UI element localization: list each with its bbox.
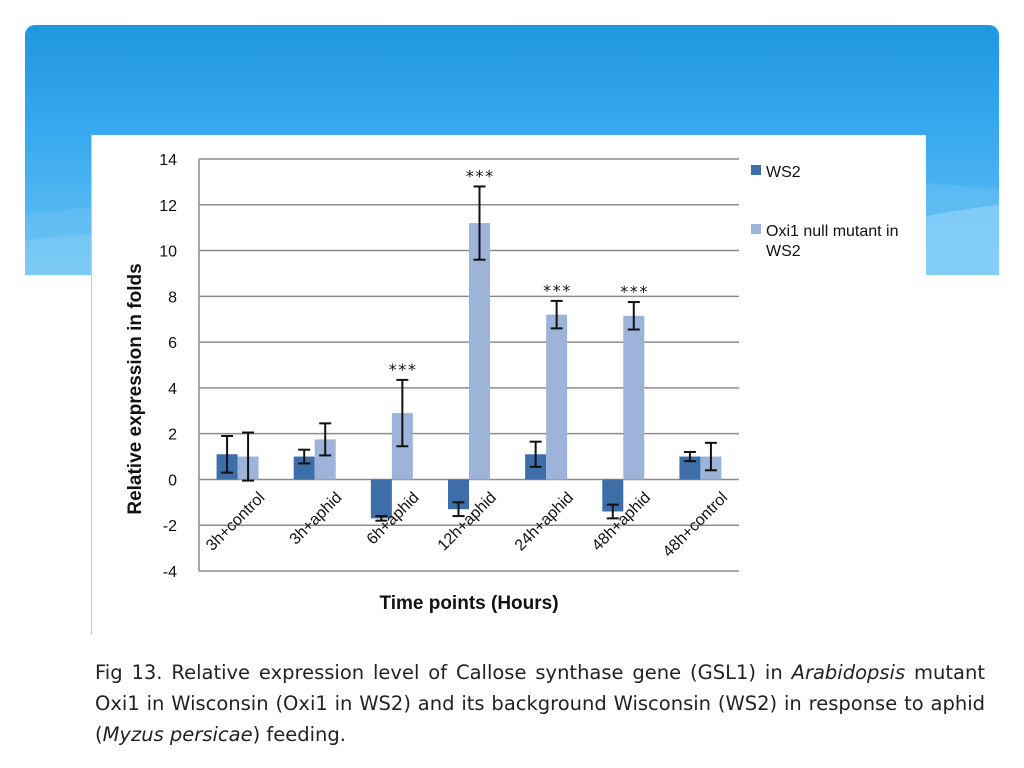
caption-species: Myzus persicae [102, 723, 253, 746]
significance-marker: *** [619, 282, 648, 301]
legend-swatch [751, 224, 761, 234]
significance-marker: *** [465, 166, 494, 185]
x-tick-label: 24h+aphid [512, 489, 577, 554]
x-tick-label: 3h+aphid [287, 489, 346, 548]
y-axis-title: Relative expression in folds [125, 263, 146, 514]
x-tick-label: 3h+control [203, 489, 268, 554]
y-tick-label: 12 [159, 198, 177, 215]
x-axis-title: Time points (Hours) [379, 593, 558, 614]
y-tick-label: -4 [163, 564, 177, 581]
significance-marker: *** [542, 281, 571, 300]
y-tick-label: 6 [168, 335, 177, 352]
significance-marker: *** [388, 360, 417, 379]
bar-ws2 [602, 479, 624, 512]
caption-genus: Arabidopsis [791, 661, 906, 684]
bar-ws2 [370, 479, 392, 519]
y-tick-label: 10 [159, 244, 177, 261]
y-tick-label: 8 [168, 289, 177, 306]
legend-label: WS2 [766, 243, 801, 260]
legend-label: WS2 [766, 164, 801, 181]
caption-text-end: ) feeding. [252, 723, 346, 746]
bar-oxi1-mutant [314, 439, 336, 480]
caption-text: Fig 13. Relative expression level of Cal… [95, 661, 792, 684]
y-tick-label: 2 [168, 427, 177, 444]
y-tick-label: 14 [159, 152, 177, 169]
bar-oxi1-mutant [546, 314, 568, 480]
y-tick-label: 0 [168, 472, 177, 489]
figure-caption: Fig 13. Relative expression level of Cal… [95, 657, 985, 750]
legend-label: Oxi1 null mutant in [766, 223, 899, 240]
chart-panel: -4 -2 0 2 4 6 8 10 12 14 3h+control 3h+aphid 6h+aph… [91, 135, 926, 635]
bar-oxi1-mutant [623, 315, 645, 480]
bar-ws2 [679, 456, 701, 480]
y-tick-label: -2 [163, 518, 177, 535]
y-tick-label: 4 [168, 381, 177, 398]
caption-text-middle: mutant Oxi1 in Wisconsin (Oxi1 in WS2) a… [95, 661, 985, 746]
legend-swatch [751, 165, 761, 175]
bar-oxi1-mutant [469, 223, 490, 480]
bar-ws2 [293, 456, 315, 480]
